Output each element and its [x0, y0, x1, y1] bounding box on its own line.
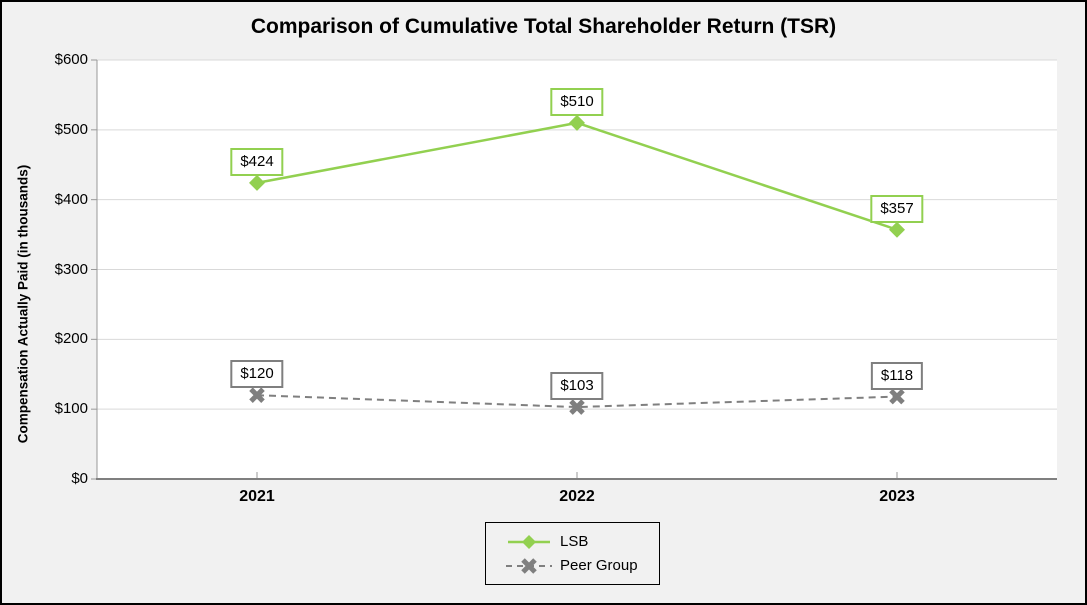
marker-diamond	[889, 221, 905, 238]
marker-x	[249, 387, 265, 403]
chart-title: Comparison of Cumulative Total Sharehold…	[250, 15, 837, 38]
y-tick-label: $600	[54, 51, 88, 68]
marker-x	[889, 388, 905, 405]
peer-group-line-sample-icon	[506, 557, 552, 574]
data-label-lsb-2021: $424	[230, 147, 284, 176]
marker-diamond	[249, 174, 265, 191]
legend: LSB Peer Group	[485, 522, 660, 585]
legend-item-lsb: LSB	[506, 533, 659, 550]
y-tick-label: $300	[54, 260, 88, 278]
x-axis-label-2023: 2023	[879, 488, 915, 505]
marker-x	[569, 399, 585, 415]
x-axis-label-2022: 2022	[559, 488, 595, 505]
y-tick-label: $200	[54, 330, 88, 348]
legend-item-peer-group: Peer Group	[506, 557, 659, 574]
series-line-peer-group	[256, 394, 898, 409]
lsb-line-sample-icon	[508, 534, 550, 549]
data-label-peer-2023: $118	[870, 361, 924, 390]
y-tick-label: $100	[54, 400, 88, 418]
data-label-lsb-2022: $510	[550, 87, 604, 116]
y-tick-label: $500	[54, 120, 88, 138]
data-label-peer-2021: $120	[230, 360, 284, 389]
legend-label-peer-group: Peer Group	[560, 557, 638, 574]
y-tick-label: $0	[71, 470, 88, 487]
data-label-peer-2022: $103	[550, 372, 604, 401]
data-label-lsb-2023: $357	[870, 194, 924, 223]
x-axis-label-2021: 2021	[239, 488, 275, 505]
y-tick-label: $400	[54, 190, 88, 208]
legend-label-lsb: LSB	[560, 533, 589, 550]
marker-diamond	[569, 114, 585, 131]
